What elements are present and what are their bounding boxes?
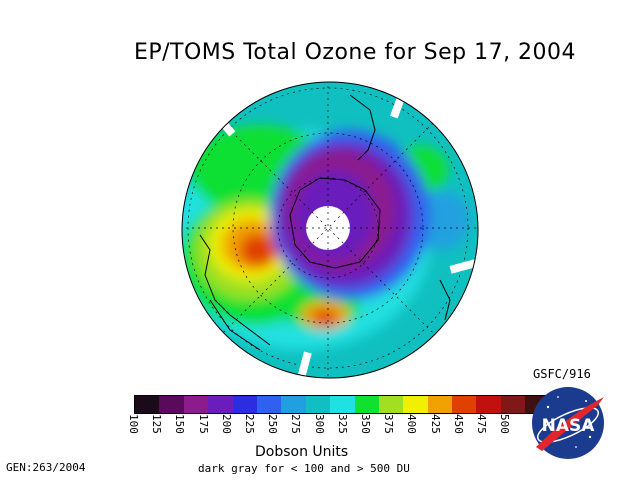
range-note: dark gray for < 100 and > 500 DU [198,462,410,475]
svg-text:NASA: NASA [542,416,596,436]
colorbar-swatch [208,396,233,413]
ozone-field [182,82,478,378]
colorbar-swatch [500,396,526,413]
colorbar-swatch [256,396,282,413]
colorbar-swatch [135,396,160,413]
colorbar-swatch [452,396,477,413]
gsfc-label: GSFC/916 [533,367,591,381]
colorbar-swatch [281,396,306,413]
colorbar-tick-labels: 100 125 150 175 200 225 250 275 300 325 350 375 400 4… [124,414,524,444]
units-label: Dobson Units [255,444,349,460]
colorbar-swatch [183,396,209,413]
colorbar-swatch [427,396,453,413]
colorbar-swatch [403,396,428,413]
colorbar-swatch [378,396,404,413]
colorbar-swatch [305,396,331,413]
colorbar [134,395,551,414]
nasa-logo: NASA [532,387,604,459]
gen-label: GEN:263/2004 [6,461,86,474]
map-title: EP/TOMS Total Ozone for Sep 17, 2004 [133,40,577,65]
ozone-map [181,81,479,379]
colorbar-swatch [476,396,501,413]
colorbar-swatch [159,396,184,413]
colorbar-swatch [330,396,355,413]
colorbar-swatch [232,396,257,413]
colorbar-swatch [354,396,379,413]
